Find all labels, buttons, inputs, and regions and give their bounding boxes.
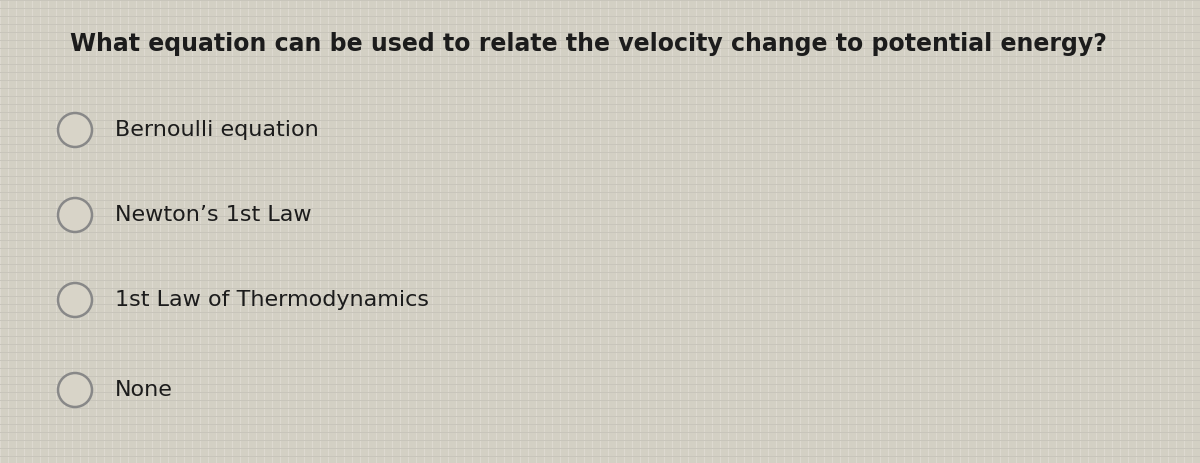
Text: None: None	[115, 380, 173, 400]
Ellipse shape	[58, 373, 92, 407]
Text: Bernoulli equation: Bernoulli equation	[115, 120, 319, 140]
Ellipse shape	[58, 113, 92, 147]
Text: 1st Law of Thermodynamics: 1st Law of Thermodynamics	[115, 290, 430, 310]
Ellipse shape	[58, 198, 92, 232]
Text: What equation can be used to relate the velocity change to potential energy?: What equation can be used to relate the …	[70, 32, 1106, 56]
Ellipse shape	[58, 283, 92, 317]
Text: Newton’s 1st Law: Newton’s 1st Law	[115, 205, 312, 225]
